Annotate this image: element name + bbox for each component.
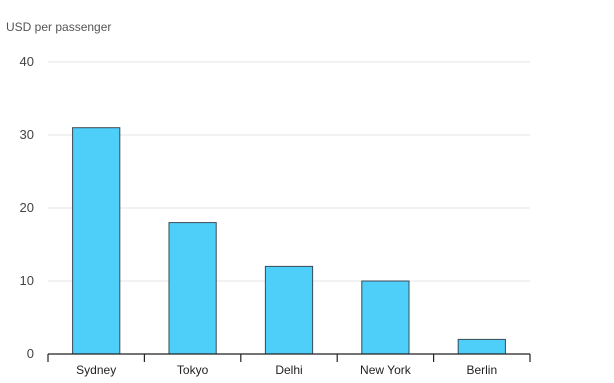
bar-new-york [361,280,410,355]
y-tick-label: 10 [20,273,34,288]
bar-tokyo [168,222,217,355]
y-tick-label: 0 [27,346,34,361]
y-axis-unit-label: USD per passenger [6,20,111,34]
bar-berlin [457,338,506,355]
x-tick-label: New York [360,363,412,377]
bars [72,127,506,355]
y-tick-label: 30 [20,127,34,142]
y-tick-label: 20 [20,200,34,215]
x-tick-label: Berlin [466,363,497,377]
y-tick-labels: 0 10 20 30 40 [20,54,34,361]
x-axis [47,353,531,362]
bar-sydney [72,127,121,355]
x-tick-label: Tokyo [177,363,209,377]
x-tick-labels: Sydney Tokyo Delhi New York Berlin [76,363,497,377]
x-tick-label: Delhi [275,363,302,377]
bar-delhi [264,265,314,355]
x-tick-label: Sydney [76,363,116,377]
y-tick-label: 40 [20,54,34,69]
